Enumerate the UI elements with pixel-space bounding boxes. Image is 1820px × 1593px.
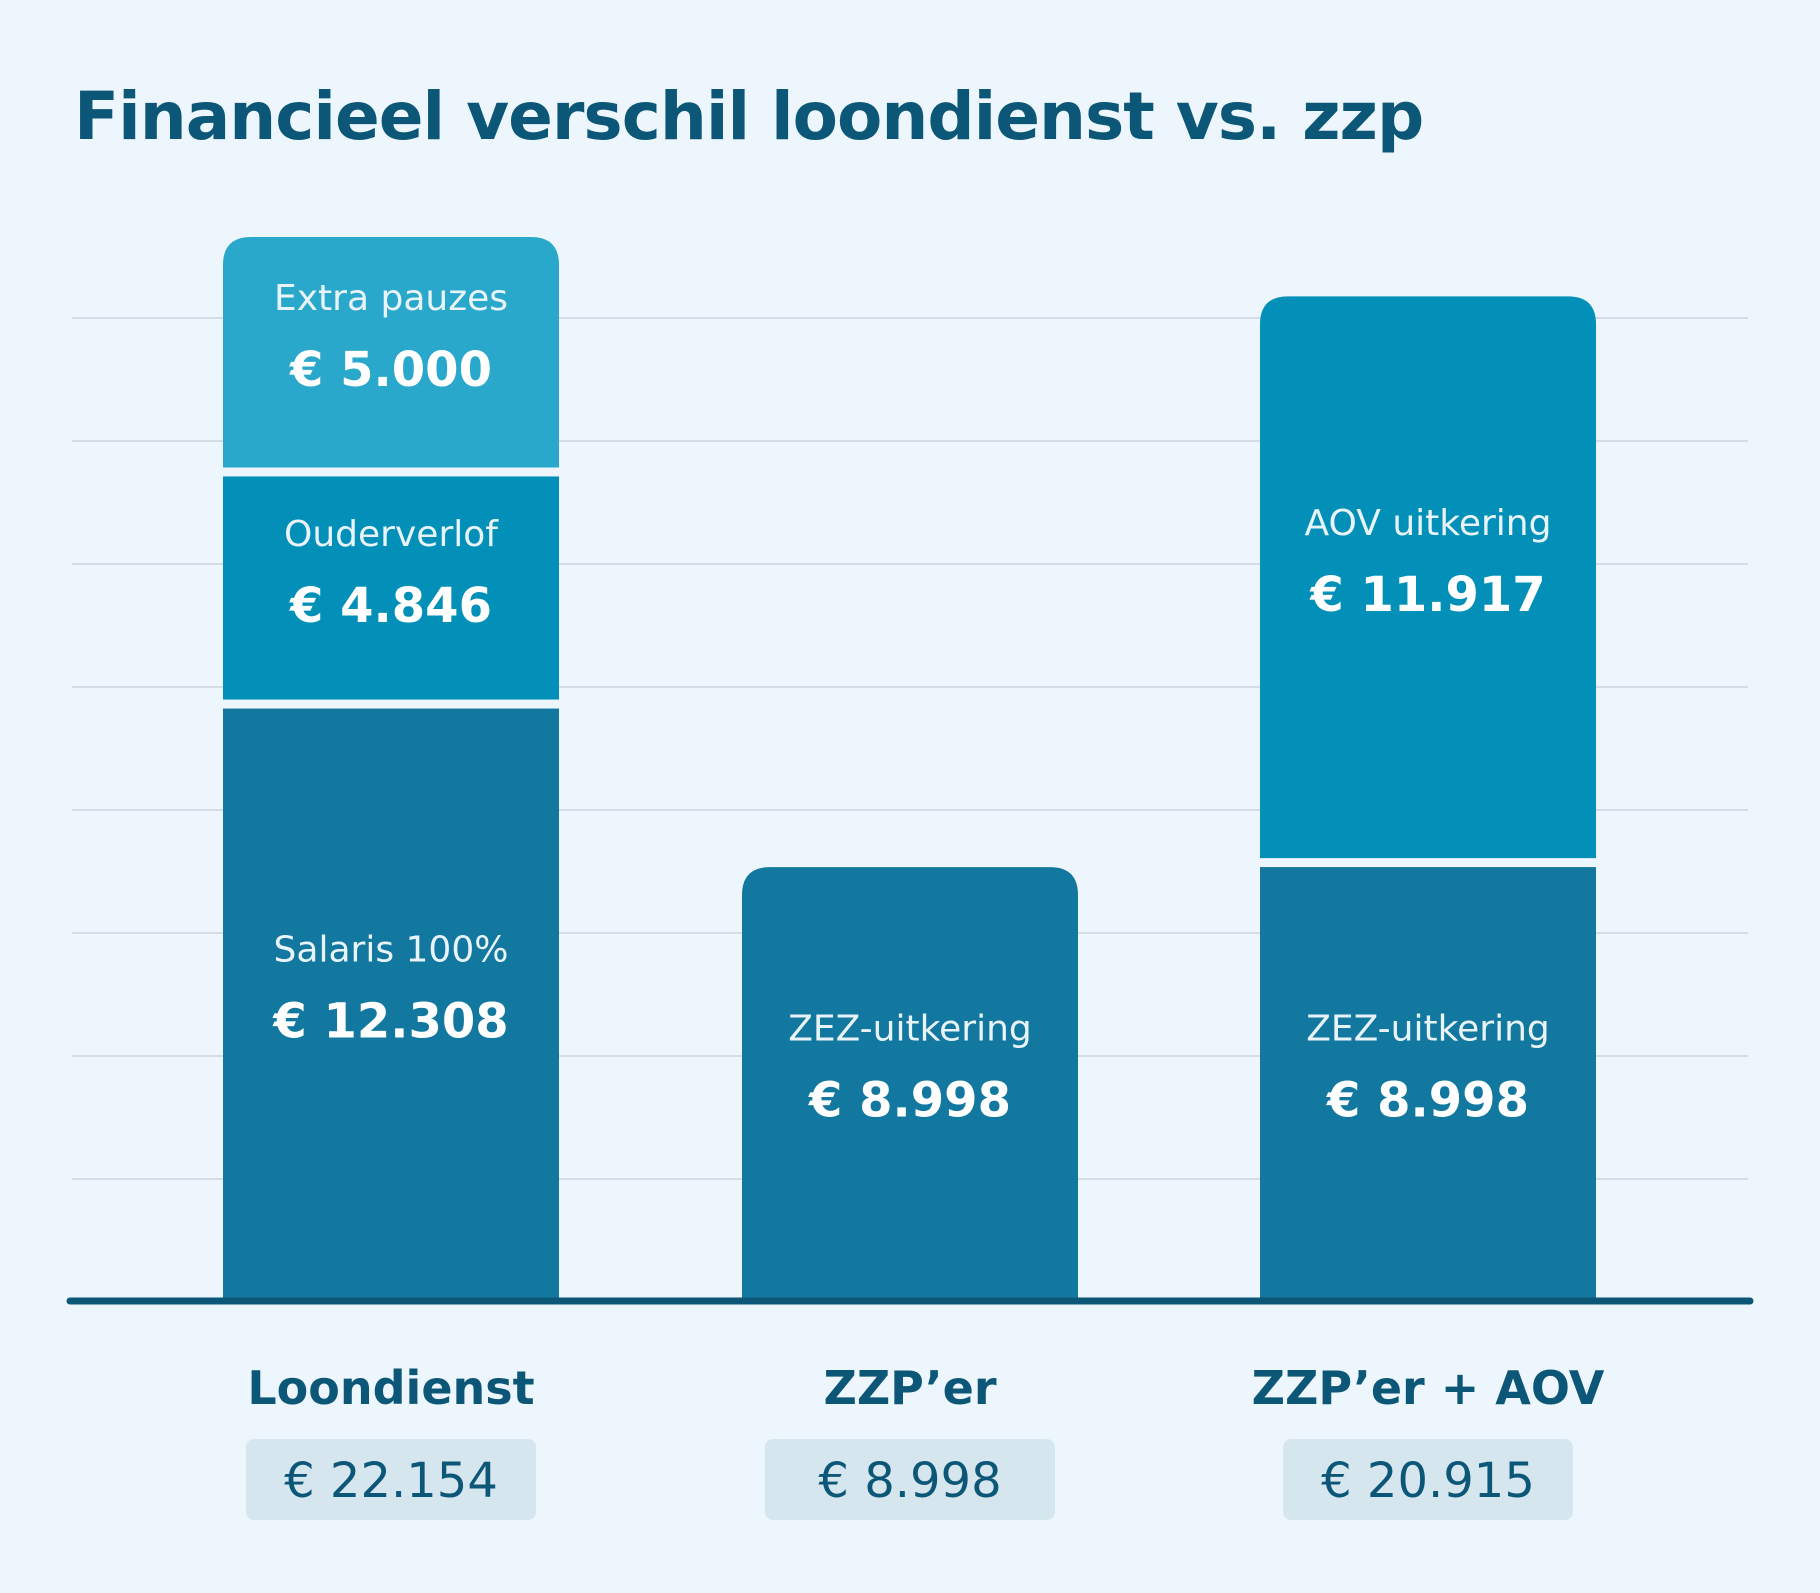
segment-label-0-0: Salaris 100% <box>274 929 509 970</box>
segment-value-1-0: € 8.998 <box>808 1073 1011 1129</box>
bar-segment-2-0 <box>1260 867 1596 1298</box>
total-badge-1 <box>765 1439 1055 1520</box>
category-label-1: ZZP’er <box>823 1361 996 1415</box>
bar-segment-1-0 <box>742 867 1078 1298</box>
total-value-2: € 20.915 <box>1321 1453 1535 1509</box>
total-badge-2 <box>1283 1439 1573 1520</box>
segment-label-1-0: ZEZ-uitkering <box>788 1009 1032 1050</box>
segment-label-2-0: ZEZ-uitkering <box>1306 1009 1550 1050</box>
segment-label-0-2: Extra pauzes <box>274 278 508 319</box>
segment-labels: Salaris 100% € 12.308 Ouderverlof € 4.846 Ex… <box>272 278 1551 1128</box>
total-value-1: € 8.998 <box>818 1453 1001 1509</box>
total-badge-0 <box>246 1439 536 1520</box>
bar-segment-0-1 <box>223 476 559 700</box>
category-labels: Loondienst € 22.154 ZZP’er € 8.998 ZZP’er + … <box>246 1361 1605 1520</box>
segment-label-0-1: Ouderverlof <box>284 514 499 555</box>
bars <box>223 237 1596 1298</box>
segment-value-0-1: € 4.846 <box>289 578 492 634</box>
segment-value-0-0: € 12.308 <box>272 993 508 1049</box>
segment-label-2-1: AOV uitkering <box>1305 503 1552 544</box>
segment-value-2-1: € 11.917 <box>1309 567 1545 623</box>
bar-segment-2-1 <box>1260 296 1596 859</box>
segment-value-0-2: € 5.000 <box>289 342 492 398</box>
bar-segment-0-2 <box>223 237 559 468</box>
total-value-0: € 22.154 <box>284 1453 498 1509</box>
category-label-0: Loondienst <box>247 1361 534 1415</box>
category-label-2: ZZP’er + AOV <box>1252 1361 1605 1415</box>
segment-value-2-0: € 8.998 <box>1326 1073 1529 1129</box>
chart-title: Financieel verschil loondienst vs. zzp <box>74 78 1424 155</box>
bar-segment-0-0 <box>223 708 559 1298</box>
